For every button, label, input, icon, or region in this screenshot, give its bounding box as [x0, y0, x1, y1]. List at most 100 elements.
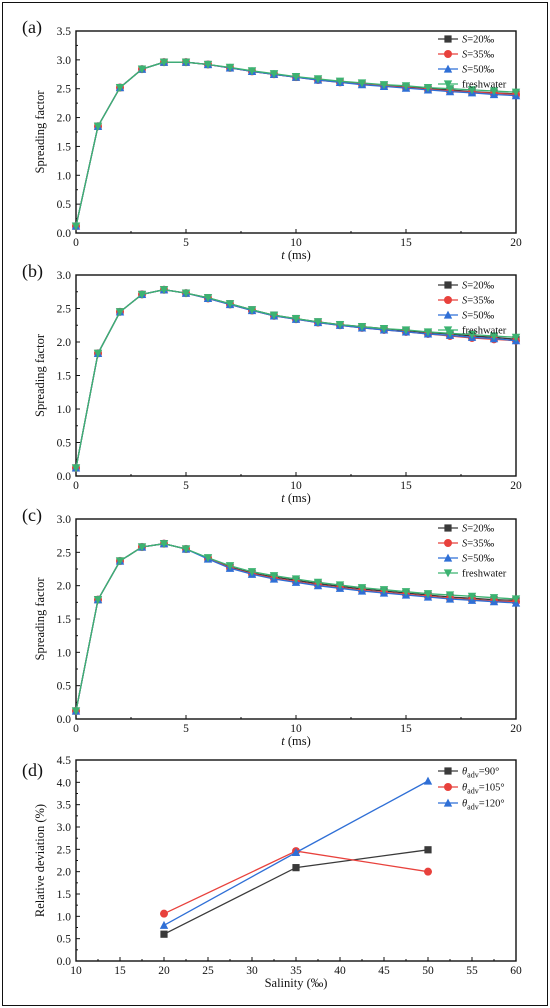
y-tick-label: 2.0: [57, 867, 72, 879]
legend-marker: [443, 326, 453, 335]
data-point: [291, 575, 301, 584]
x-axis-label: Salinity (‰): [265, 976, 328, 990]
x-tick-label: 10: [70, 965, 82, 977]
legend-label-var: S: [462, 65, 468, 76]
series-2: [159, 776, 433, 929]
x-tick-label: 40: [334, 965, 346, 977]
legend-label-var: θ: [462, 767, 467, 778]
y-tick-label: 1.0: [57, 404, 72, 416]
data-point: [137, 65, 147, 74]
data-point: [401, 588, 411, 597]
panel-label: (c): [22, 505, 42, 526]
x-tick-label: 5: [183, 723, 189, 735]
data-point: [357, 584, 367, 593]
legend-marker: [443, 64, 453, 73]
legend-label-var: S: [462, 311, 468, 322]
legend-label-var: S: [462, 35, 468, 46]
legend-label-rest: =105°: [479, 783, 505, 794]
data-point: [423, 776, 433, 785]
legend-marker: [444, 524, 452, 532]
y-tick-label: 2.5: [57, 304, 72, 316]
x-tick-label: 55: [466, 965, 478, 977]
x-tick-label: 45: [378, 965, 390, 977]
legend-label-rest: freshwater: [462, 80, 507, 91]
data-point: [269, 572, 279, 581]
y-tick-label: 1.0: [57, 170, 72, 182]
legend-marker: [443, 553, 453, 562]
y-axis-label: Spreading factor: [33, 577, 47, 661]
legend-label-rest: =35‰: [467, 296, 494, 307]
data-point: [424, 867, 432, 876]
y-tick-label: 1.5: [57, 889, 72, 901]
data-point: [335, 581, 345, 590]
data-point: [71, 464, 81, 473]
legend-label-var: S: [462, 50, 468, 61]
x-axis-label: t (ms): [281, 491, 311, 505]
data-point: [115, 83, 125, 92]
series-line: [75, 543, 517, 712]
y-tick-label: 2.0: [57, 113, 72, 125]
y-tick-label: 4.5: [57, 755, 72, 767]
data-point: [292, 864, 300, 872]
series-line: [163, 849, 429, 935]
series-0: [72, 540, 520, 715]
data-point: [467, 86, 477, 95]
x-axis-label: t (ms): [281, 248, 311, 262]
data-point: [247, 67, 257, 76]
data-point: [379, 325, 389, 333]
legend-label-rest: =20‰: [467, 281, 494, 292]
legend-label-rest: =90°: [479, 767, 500, 778]
panel-b: 0 5 10 15 20 0.0 0.5 1.0 1.5 2.0 2.5 3.0 t (ms) Sprea…: [22, 261, 522, 505]
series-0: [72, 286, 520, 472]
legend-label-rest: =50‰: [467, 311, 494, 322]
y-tick-label: 0.0: [57, 471, 72, 483]
data-point: [489, 594, 499, 603]
data-point: [225, 562, 235, 571]
data-point: [160, 930, 168, 938]
legend: θadv=90°θadv=105°θadv=120°: [438, 767, 505, 812]
data-point: [93, 596, 103, 605]
y-axis-label: Spreading factor: [33, 333, 47, 417]
y-tick-label: 2.0: [57, 337, 72, 349]
series-3: [71, 58, 521, 231]
legend-label: S=20‰: [462, 35, 495, 46]
panel-label: (b): [22, 261, 43, 282]
y-tick-label: 2.0: [57, 581, 72, 593]
data-point: [225, 63, 235, 72]
data-point: [424, 846, 432, 854]
legend-label: θadv=105°: [462, 783, 505, 796]
legend-label: θadv=120°: [462, 799, 505, 812]
legend-label-var: θ: [462, 799, 467, 810]
x-tick-label: 0: [73, 723, 79, 735]
legend-label-rest: freshwater: [462, 326, 507, 337]
legend-label-var: S: [462, 539, 468, 550]
legend-label: θadv=90°: [462, 767, 499, 780]
data-point: [291, 848, 301, 857]
series-1: [160, 847, 432, 918]
y-axis-label: Spreading factor: [33, 90, 47, 174]
data-point: [357, 79, 367, 88]
legend-label: freshwater: [462, 326, 507, 337]
legend-marker: [443, 80, 453, 89]
x-axis-label-unit: (ms): [285, 734, 311, 748]
legend-label: S=35‰: [462, 50, 495, 61]
data-point: [71, 707, 81, 716]
legend-label-sub: adv: [467, 787, 479, 796]
data-point: [445, 591, 455, 600]
x-tick-label: 15: [400, 237, 412, 249]
y-tick-label: 0.5: [57, 199, 72, 211]
data-point: [269, 70, 279, 79]
legend-label: S=20‰: [462, 524, 495, 535]
legend-label-rest: =35‰: [467, 539, 494, 550]
y-tick-label: 3.5: [57, 26, 72, 38]
legend-marker: [444, 296, 452, 304]
legend-label-rest: =20‰: [467, 35, 494, 46]
legend-label-var: S: [462, 524, 468, 535]
legend: S=20‰S=35‰S=50‰freshwater: [438, 35, 507, 91]
legend-label: freshwater: [462, 80, 507, 91]
x-tick-label: 20: [510, 723, 522, 735]
legend-label-rest: =35‰: [467, 50, 494, 61]
panel-d: 10 15 20 25 30 35 40 45 50 55 60 0.0 0.5 1.0 1.5 2.0 2.5…: [22, 755, 522, 990]
x-tick-label: 5: [183, 237, 189, 249]
data-point: [247, 568, 257, 577]
